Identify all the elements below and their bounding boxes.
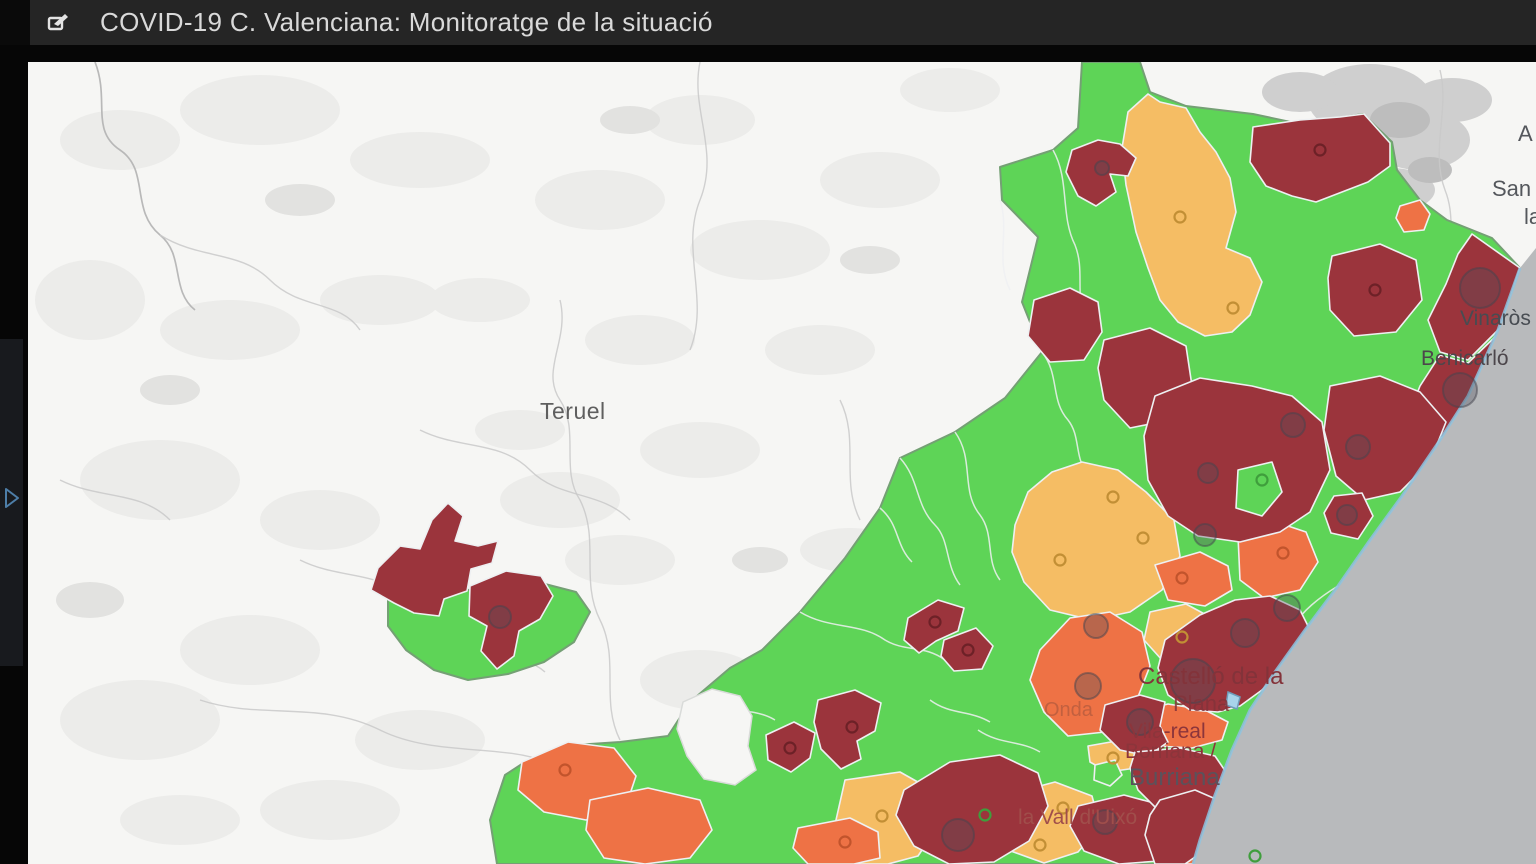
play-arrow-icon[interactable] xyxy=(2,487,22,509)
municipality-green-small[interactable] xyxy=(1093,759,1123,787)
coastline xyxy=(1191,267,1522,864)
map-label-vinaros: Vinaròs xyxy=(1460,307,1531,330)
map-label-edge-a: A xyxy=(1518,121,1533,146)
map-label-borriana: Borriana / xyxy=(1125,740,1216,763)
map-label-teruel: Teruel xyxy=(540,398,606,424)
map-canvas[interactable]: Teruel A San la Vinaròs Benicarló Castel… xyxy=(28,62,1536,864)
case-bubbles-layer xyxy=(488,160,1501,852)
map-label-plana: Plana xyxy=(1173,691,1230,716)
nodata-gap xyxy=(676,688,757,786)
municipality-green-inlier[interactable] xyxy=(1235,461,1283,517)
map-label-vall-uixo: la Vall d'Uixó xyxy=(1018,806,1137,829)
centroid-markers-layer xyxy=(558,143,1382,863)
header-bar: COVID-19 C. Valenciana: Monitoratge de l… xyxy=(0,0,1536,45)
map-label-benicarlo: Benicarló xyxy=(1421,347,1509,370)
header-left-spacer xyxy=(0,0,30,45)
map-labels-layer: Teruel A San la Vinaròs Benicarló Castel… xyxy=(540,121,1536,829)
map-label-castello: Castelló de la xyxy=(1138,663,1284,690)
map-label-edge-san: San xyxy=(1492,176,1531,201)
map-label-edge-la: la xyxy=(1524,204,1536,229)
map-label-onda: Onda xyxy=(1044,699,1094,721)
map-label-vila-real: Vila-real xyxy=(1129,720,1206,743)
harbor xyxy=(1225,690,1241,710)
page-title: COVID-19 C. Valenciana: Monitoratge de l… xyxy=(100,7,713,37)
map-label-burriana: Burriana xyxy=(1129,764,1220,791)
sea xyxy=(1191,248,1536,864)
edit-box-icon xyxy=(47,14,68,31)
left-panel-collapsed[interactable] xyxy=(0,339,23,666)
basemap-lines xyxy=(59,62,1456,771)
municipalities-layer[interactable] xyxy=(370,62,1521,864)
